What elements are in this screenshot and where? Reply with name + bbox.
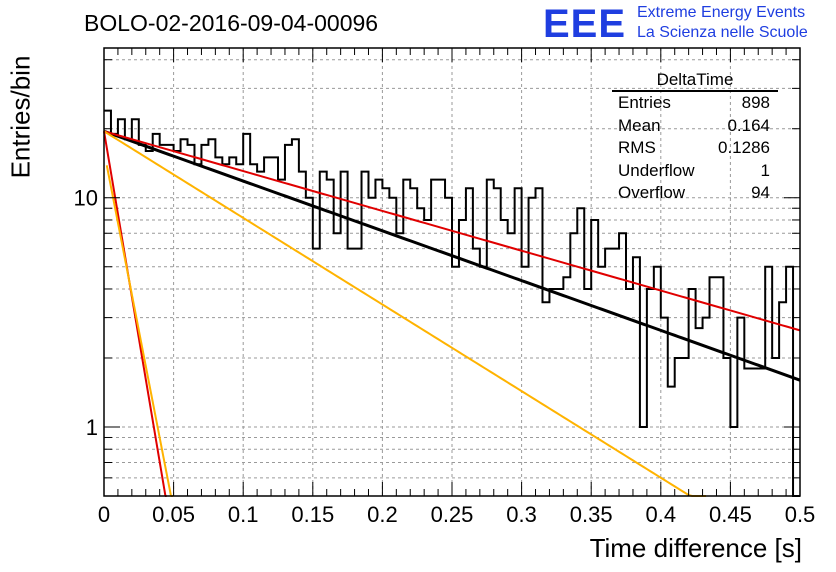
fit-curve-4 [105, 165, 173, 497]
stats-value: 898 [741, 93, 770, 112]
x-tick-label: 0.35 [570, 502, 613, 527]
stats-label: RMS [618, 138, 656, 157]
x-tick-label: 0.45 [709, 502, 752, 527]
y-axis-label: Entries/bin [5, 55, 36, 179]
eee-logo-line1: Extreme Energy Events [637, 4, 806, 21]
stats-label: Underflow [618, 160, 695, 180]
eee-logo: EEE [543, 2, 627, 46]
x-tick-label: 0.05 [152, 502, 195, 527]
chart-title: BOLO-02-2016-09-04-00096 [84, 10, 379, 36]
histogram-outline [104, 109, 800, 497]
stats-row-entries: Entries 898 [612, 92, 778, 115]
x-tick-label: 0.2 [367, 502, 398, 527]
x-tick-label: 0.4 [646, 502, 677, 527]
y-tick-label: 10 [74, 186, 98, 211]
x-tick-label: 0.5 [785, 502, 816, 527]
stats-row-rms: RMS 0.1286 [612, 137, 778, 160]
stats-value: 0.1286 [718, 138, 770, 157]
x-tick-label: 0 [98, 502, 110, 527]
x-tick-label: 0.3 [506, 502, 537, 527]
stats-value: 94 [751, 183, 770, 202]
fit-curve-1 [103, 130, 801, 332]
stats-row-overflow: Overflow 94 [612, 182, 778, 205]
stats-value: 1 [760, 160, 770, 180]
x-tick-label: 0.25 [431, 502, 474, 527]
stats-label: Entries [618, 93, 671, 112]
stats-box: DeltaTime Entries 898 Mean 0.164 RMS 0.1… [612, 70, 778, 205]
stats-row-underflow: Underflow 1 [612, 160, 778, 183]
stats-row-mean: Mean 0.164 [612, 115, 778, 138]
y-tick-label: 1 [86, 415, 98, 440]
stats-label: Overflow [618, 183, 686, 202]
x-axis-label: Time difference [s] [589, 533, 802, 563]
x-tick-label: 0.1 [228, 502, 259, 527]
stats-value: 0.164 [727, 115, 770, 135]
fit-curve-2 [103, 130, 707, 497]
eee-logo-line2: La Scienza nelle Scuole [637, 24, 808, 41]
stats-label: Mean [618, 115, 661, 135]
fit-curve-0 [103, 129, 801, 382]
stats-box-title: DeltaTime [612, 70, 778, 92]
x-tick-label: 0.15 [291, 502, 334, 527]
